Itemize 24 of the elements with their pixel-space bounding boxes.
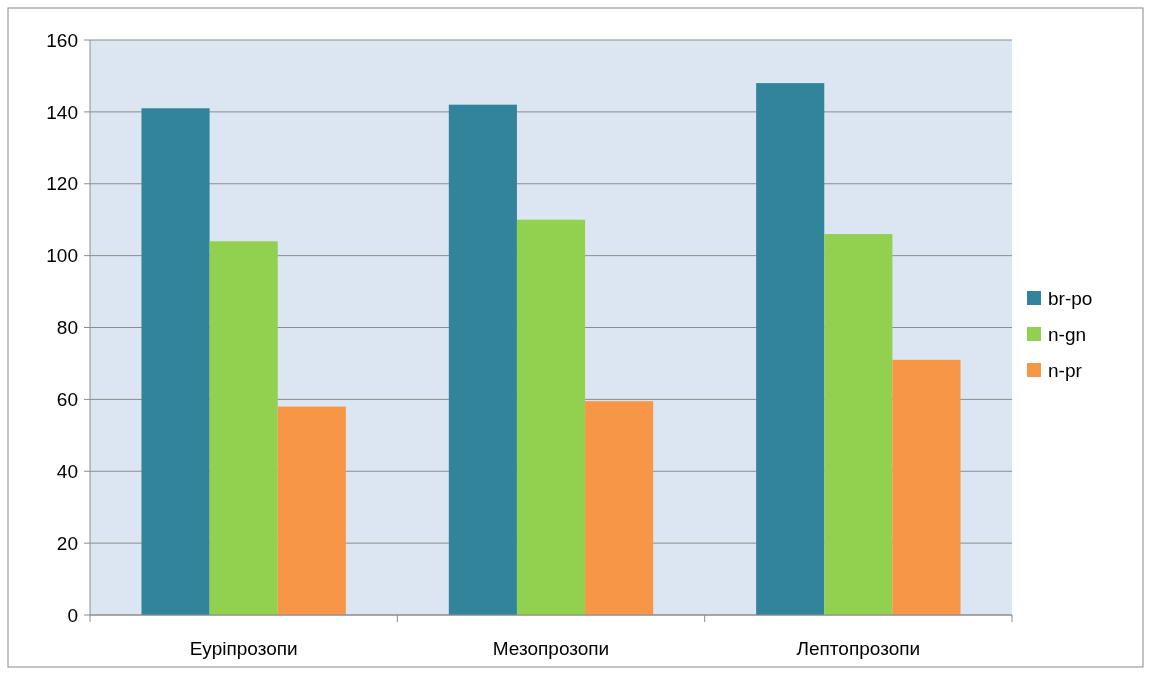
y-tick-label: 40 xyxy=(56,460,78,482)
legend-label: n-pr xyxy=(1048,359,1083,381)
y-tick-label: 120 xyxy=(46,173,78,195)
y-tick-label: 80 xyxy=(56,317,78,339)
bar xyxy=(824,234,893,615)
legend-label: n-gn xyxy=(1048,323,1087,345)
x-tick-label: Лептопрозопи xyxy=(796,638,921,659)
bar xyxy=(516,219,586,615)
x-tick-label: Мезопрозопи xyxy=(492,638,610,659)
bar xyxy=(448,104,517,615)
bar xyxy=(141,108,210,615)
legend-label: br-po xyxy=(1048,287,1093,309)
bar xyxy=(209,241,278,615)
bar xyxy=(756,83,825,615)
bar xyxy=(277,406,346,615)
bar xyxy=(892,359,961,615)
y-tick-label: 140 xyxy=(46,101,78,123)
y-tick-label: 100 xyxy=(46,245,78,267)
y-tick-label: 60 xyxy=(56,389,78,411)
y-tick-label: 160 xyxy=(46,29,78,51)
bar xyxy=(585,401,654,615)
y-tick-label: 20 xyxy=(56,532,78,554)
x-tick-label: Еурiпрозопи xyxy=(189,638,298,659)
y-tick-label: 0 xyxy=(67,604,78,626)
